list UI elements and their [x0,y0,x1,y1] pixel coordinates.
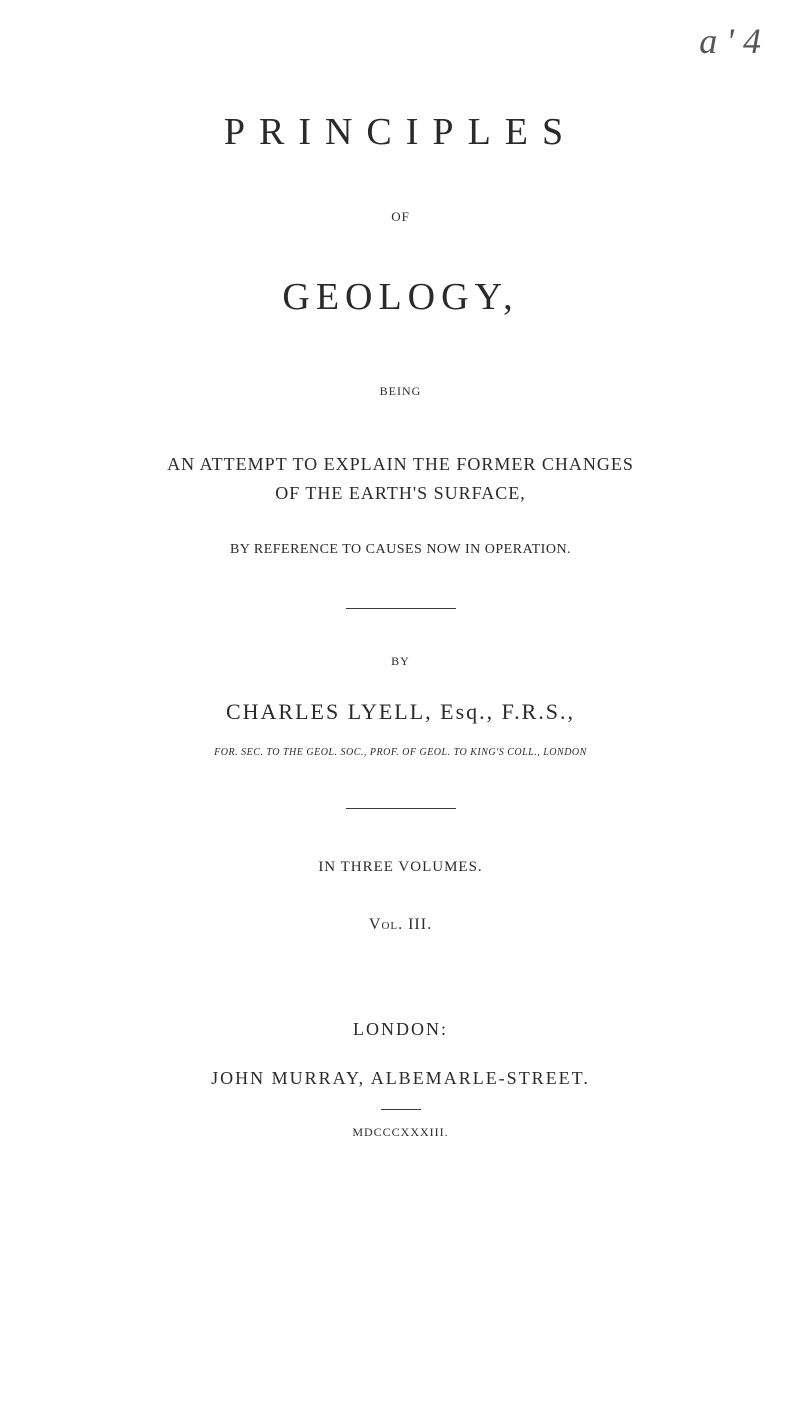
year-text: MDCCCXXXIII. [352,1125,448,1140]
subtitle-line-1: AN ATTEMPT TO EXPLAIN THE FORMER CHANGES [167,454,634,475]
subtitle-line-2: OF THE EARTH'S SURFACE, [275,483,526,504]
city-text: LONDON: [353,1019,448,1040]
author-credentials: FOR. SEC. TO THE GEOL. SOC., PROF. OF GE… [214,747,587,758]
divider-line-2 [346,808,456,809]
subject-title: GEOLOGY, [282,275,518,319]
of-label: OF [391,209,410,225]
by-label: BY [391,654,410,669]
main-title: PRINCIPLES [224,110,577,154]
volumes-text: IN THREE VOLUMES. [318,859,482,876]
volume-number: Vol. III. [369,916,432,934]
publisher-text: JOHN MURRAY, ALBEMARLE-STREET. [211,1068,590,1089]
divider-line [346,608,456,609]
year-divider [381,1109,421,1110]
handwritten-annotation: a ' 4 [699,20,761,62]
subtitle-line-3: BY REFERENCE TO CAUSES NOW IN OPERATION. [230,542,571,558]
being-label: BEING [380,384,422,399]
author-name: CHARLES LYELL, Esq., F.R.S., [226,699,575,725]
